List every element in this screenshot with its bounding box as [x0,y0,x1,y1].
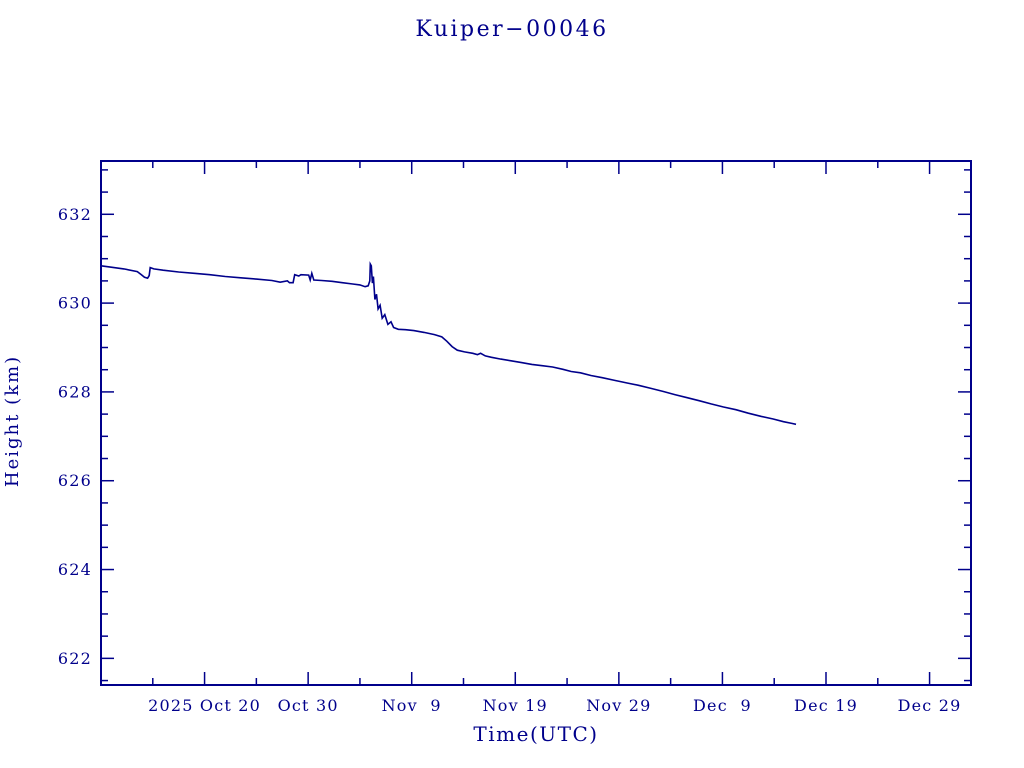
x-tick-label: Nov 19 [483,696,548,715]
y-tick-label: 630 [58,294,92,313]
y-tick-label: 624 [58,560,92,579]
x-tick-label: Dec 19 [794,696,858,715]
x-tick-label: Oct 30 [278,696,339,715]
x-tick-label: Dec 29 [898,696,962,715]
y-tick-label: 632 [58,205,92,224]
plot-frame [100,160,972,686]
y-tick-label: 622 [58,649,92,668]
x-axis-label: Time(UTC) [473,722,599,746]
y-tick-label: 626 [58,471,92,490]
chart-title: Kuiper−00046 [415,17,609,42]
x-tick-label: Nov 29 [586,696,651,715]
x-tick-label: 2025 Oct 20 [148,696,261,715]
x-tick-label: Dec 9 [693,696,752,715]
y-tick-label: 628 [58,382,92,401]
data-line-height-km [100,261,797,426]
x-tick-label: Nov 9 [382,696,442,715]
